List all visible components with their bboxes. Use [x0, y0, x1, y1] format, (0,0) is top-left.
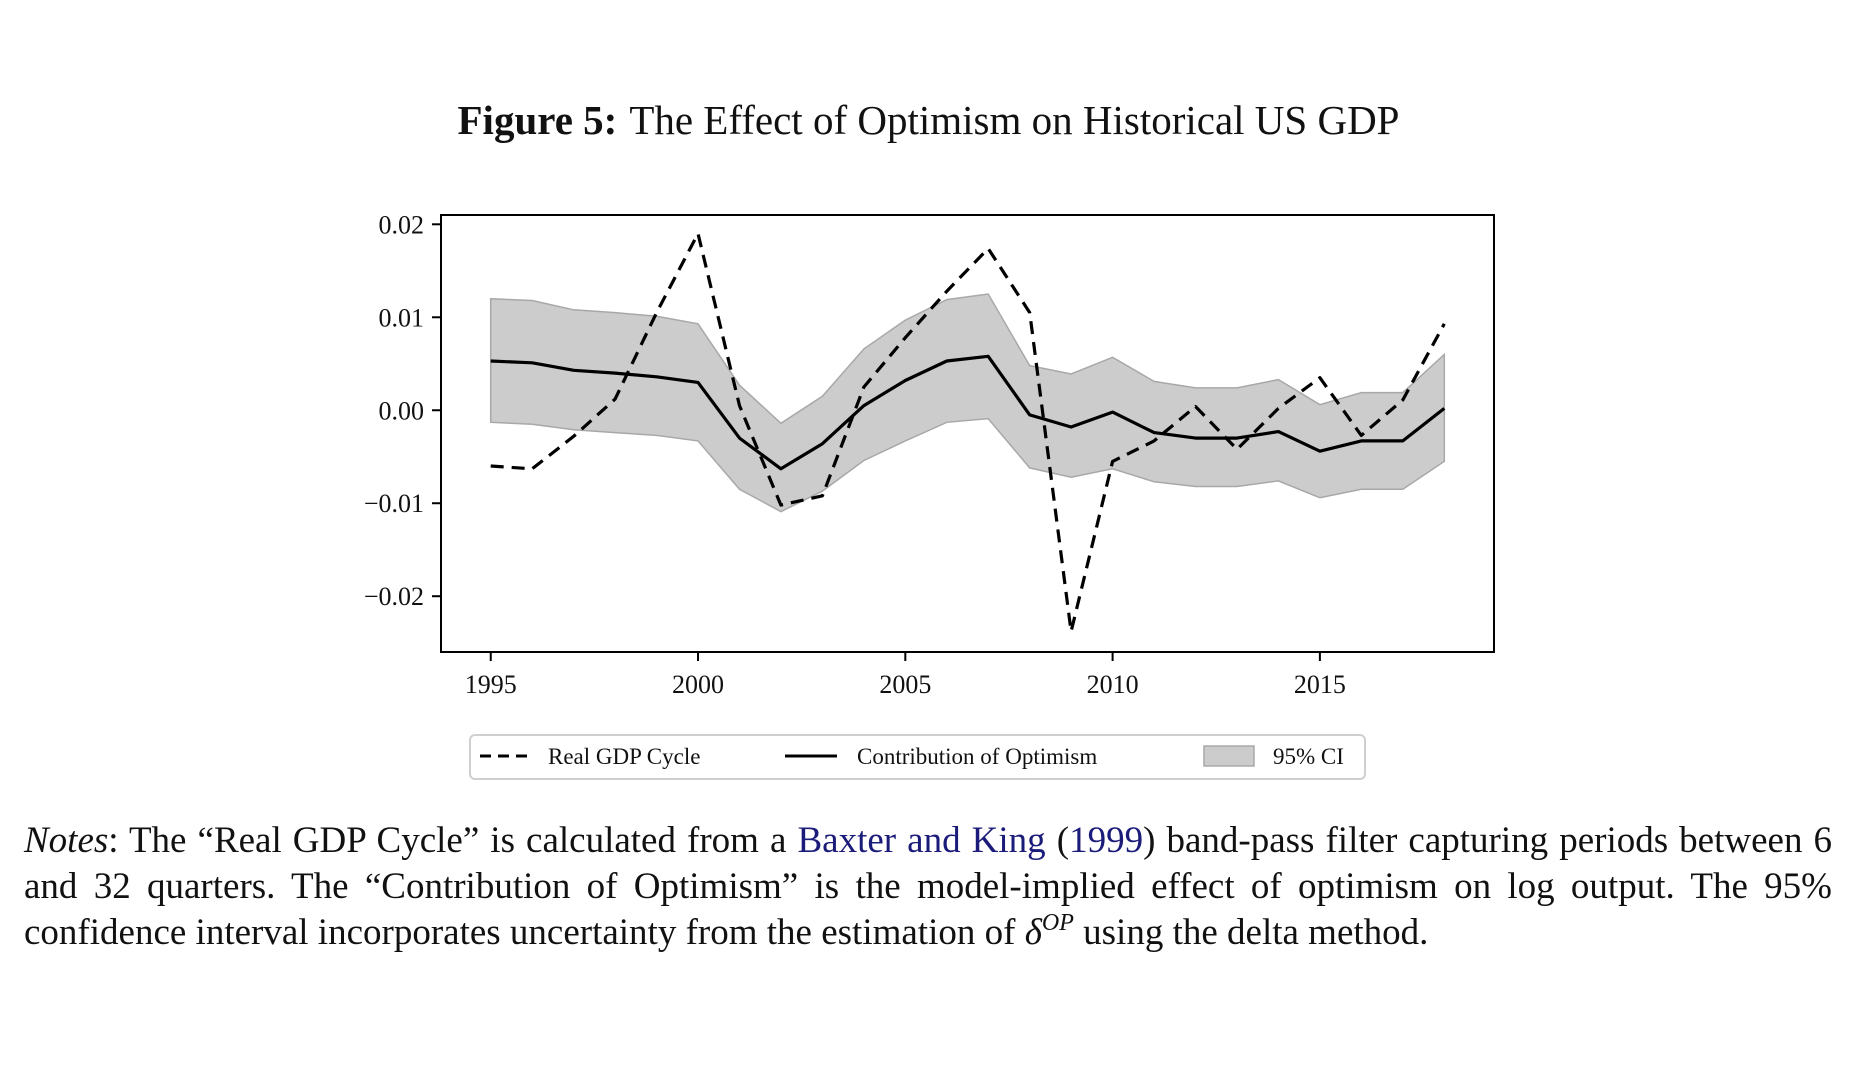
x-axis-ticks: 1995 2000 2005 2010 2015 — [465, 652, 1346, 699]
ci-band-95-ci — [489, 293, 1446, 513]
citation-close-paren: ) — [1143, 820, 1156, 861]
legend-label-95-ci: 95% CI — [1273, 744, 1344, 769]
series-line-real-gdp-cycle — [490, 232, 1446, 634]
notes-colon: : — [108, 820, 119, 861]
citation-year-link[interactable]: 1999 — [1069, 820, 1144, 861]
citation-open-paren: ( — [1045, 820, 1070, 861]
notes-text-after-cite: band-pass filter capturing periods betwe… — [24, 820, 1833, 953]
y-axis-ticks: 0.02 0.01 0.00 −0.01 −0.02 — [364, 210, 441, 611]
y-tick-label: −0.02 — [364, 582, 424, 611]
x-tick-label: 1995 — [465, 670, 517, 699]
y-tick-label: 0.00 — [379, 396, 425, 425]
citation-authors-link[interactable]: Baxter and King — [797, 820, 1046, 861]
notes-label: Notes — [24, 820, 109, 861]
series-layer — [490, 232, 1446, 634]
figure-title-text: The Effect of Optimism on Historical US … — [629, 97, 1400, 143]
x-tick-label: 2010 — [1087, 670, 1139, 699]
legend-label-real-gdp-cycle: Real GDP Cycle — [548, 744, 700, 769]
legend-label-contribution-of-optimism: Contribution of Optimism — [857, 744, 1097, 769]
plot-frame — [440, 214, 1495, 653]
chart: 1995 2000 2005 2010 2015 0.02 0.01 0.00 −0.01 −0… — [364, 210, 1495, 780]
legend-swatch-95-ci — [1203, 745, 1255, 767]
y-tick-label: 0.02 — [379, 210, 425, 239]
legend: Real GDP Cycle Contribution of Optimism … — [469, 734, 1366, 780]
y-tick-label: −0.01 — [364, 489, 424, 518]
delta-superscript: OP — [1041, 910, 1074, 936]
figure-title: Figure 5: The Effect of Optimism on Histo… — [0, 100, 1857, 141]
notes-text-end: using the delta method. — [1073, 912, 1429, 953]
y-tick-label: 0.01 — [379, 303, 425, 332]
x-tick-label: 2015 — [1294, 670, 1346, 699]
series-line-contribution-of-optimism — [490, 354, 1446, 471]
delta-symbol: δ — [1024, 912, 1042, 953]
notes-text-before-cite: The “Real GDP Cycle” is calculated from … — [118, 820, 798, 861]
x-tick-label: 2005 — [879, 670, 931, 699]
x-tick-label: 2000 — [672, 670, 724, 699]
legend-frame — [469, 734, 1366, 780]
ci-band-layer — [489, 293, 1446, 513]
notes-paragraph: Notes: The “Real GDP Cycle” is calculate… — [24, 818, 1832, 956]
figure-label: Figure 5: — [457, 97, 618, 143]
